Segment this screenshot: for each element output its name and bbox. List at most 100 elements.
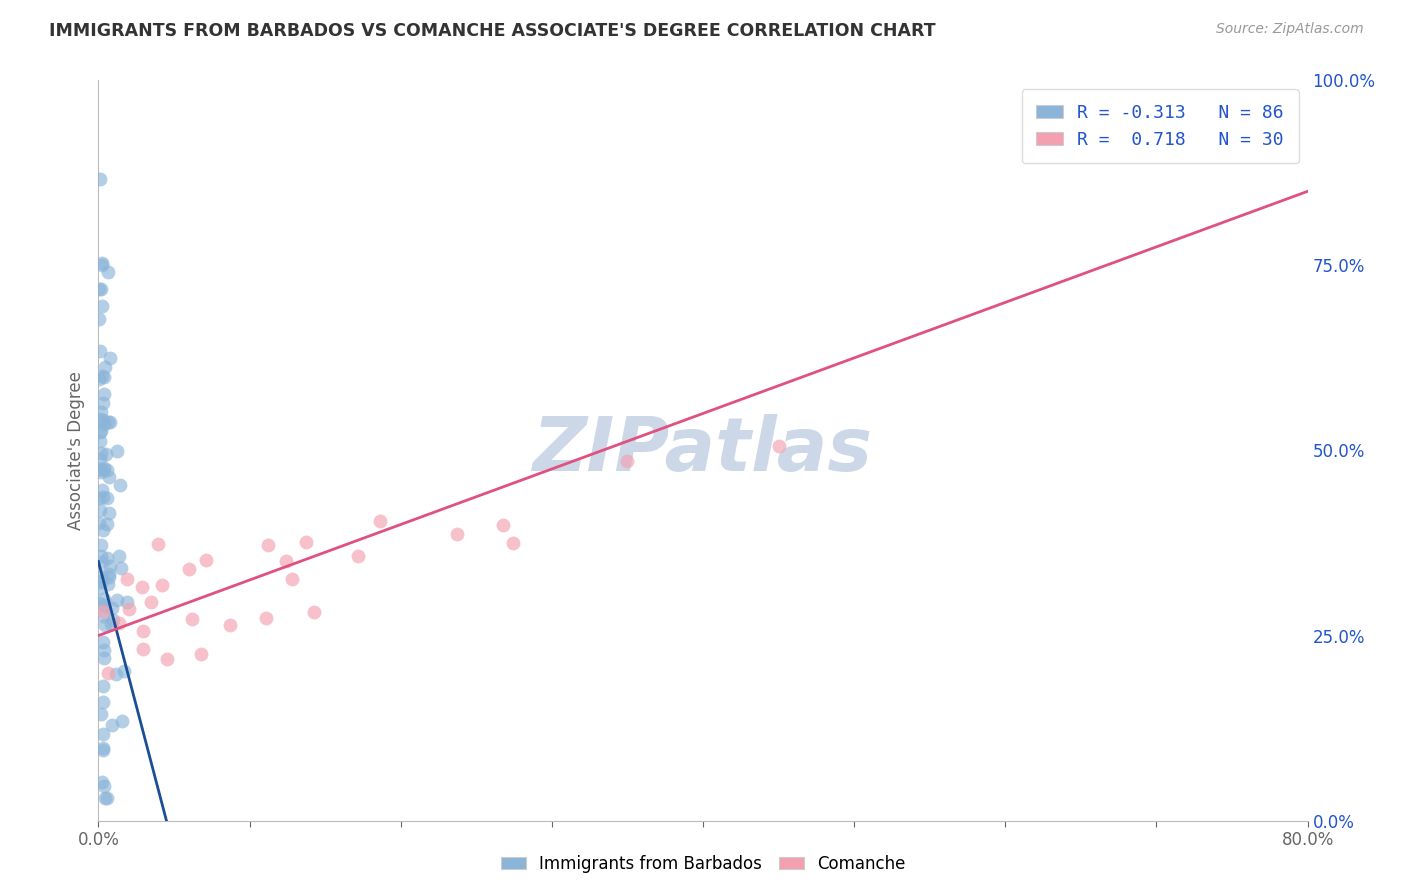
Text: IMMIGRANTS FROM BARBADOS VS COMANCHE ASSOCIATE'S DEGREE CORRELATION CHART: IMMIGRANTS FROM BARBADOS VS COMANCHE ASS… — [49, 22, 936, 40]
Point — [96, 491, 118, 506]
Point — [90, 256, 112, 270]
Point — [89, 312, 111, 326]
Point — [111, 714, 134, 728]
Point — [89, 462, 111, 476]
Legend: Immigrants from Barbados, Comanche: Immigrants from Barbados, Comanche — [494, 848, 912, 880]
Point — [274, 554, 297, 568]
Point — [90, 483, 112, 497]
Point — [257, 538, 280, 552]
Point — [91, 635, 114, 649]
Point — [97, 470, 120, 484]
Point — [177, 561, 200, 575]
Point — [302, 606, 325, 620]
Point — [100, 617, 122, 632]
Point — [89, 411, 111, 425]
Point — [96, 517, 118, 532]
Point — [89, 491, 111, 506]
Text: ZIPatlas: ZIPatlas — [533, 414, 873, 487]
Point — [97, 666, 120, 681]
Point — [90, 538, 112, 552]
Point — [97, 506, 120, 520]
Point — [117, 595, 139, 609]
Point — [97, 566, 120, 581]
Point — [502, 536, 524, 550]
Point — [90, 549, 112, 564]
Legend: R = -0.313   N = 86, R =  0.718   N = 30: R = -0.313 N = 86, R = 0.718 N = 30 — [1022, 89, 1299, 163]
Point — [89, 574, 111, 589]
Point — [89, 503, 111, 517]
Point — [94, 447, 117, 461]
Point — [98, 559, 121, 574]
Point — [110, 561, 132, 575]
Point — [93, 369, 115, 384]
Point — [96, 550, 118, 565]
Point — [91, 523, 114, 537]
Point — [93, 741, 115, 756]
Point — [94, 360, 117, 375]
Point — [91, 608, 114, 623]
Point — [446, 526, 468, 541]
Point — [97, 415, 120, 429]
Point — [90, 446, 112, 460]
Point — [131, 642, 153, 657]
Point — [107, 549, 129, 563]
Point — [91, 490, 114, 504]
Point — [91, 695, 114, 709]
Point — [93, 387, 115, 401]
Point — [132, 624, 155, 638]
Point — [90, 775, 112, 789]
Point — [93, 651, 115, 665]
Point — [368, 514, 391, 528]
Point — [91, 258, 114, 272]
Point — [93, 779, 115, 793]
Point — [108, 615, 131, 630]
Point — [91, 396, 114, 410]
Point — [98, 570, 121, 584]
Point — [100, 351, 122, 365]
Point — [93, 643, 115, 657]
Point — [89, 344, 111, 359]
Point — [90, 574, 112, 588]
Point — [150, 577, 173, 591]
Point — [89, 172, 111, 186]
Point — [112, 664, 135, 678]
Point — [89, 596, 111, 610]
Point — [91, 368, 114, 383]
Point — [91, 463, 114, 477]
Point — [90, 424, 112, 438]
Point — [90, 405, 112, 419]
Point — [91, 555, 114, 569]
Point — [89, 516, 111, 530]
Point — [93, 461, 115, 475]
Point — [180, 612, 202, 626]
Point — [91, 412, 114, 426]
Point — [97, 265, 120, 279]
Point — [89, 372, 111, 386]
Point — [156, 652, 179, 666]
Point — [93, 599, 115, 613]
Point — [110, 477, 132, 491]
Point — [91, 727, 114, 741]
Point — [91, 604, 114, 618]
Point — [91, 569, 114, 583]
Point — [93, 592, 115, 607]
Point — [93, 417, 115, 432]
Point — [101, 717, 124, 731]
Point — [89, 425, 111, 440]
Point — [91, 299, 114, 313]
Point — [89, 582, 111, 596]
Point — [294, 534, 316, 549]
Point — [97, 577, 120, 591]
Text: Source: ZipAtlas.com: Source: ZipAtlas.com — [1216, 22, 1364, 37]
Point — [96, 791, 118, 805]
Point — [146, 536, 169, 550]
Point — [194, 553, 217, 567]
Point — [347, 549, 370, 563]
Point — [91, 743, 114, 757]
Point — [115, 573, 138, 587]
Point — [190, 647, 212, 661]
Point — [768, 439, 790, 453]
Point — [90, 706, 112, 721]
Point — [89, 282, 111, 296]
Point — [105, 443, 128, 458]
